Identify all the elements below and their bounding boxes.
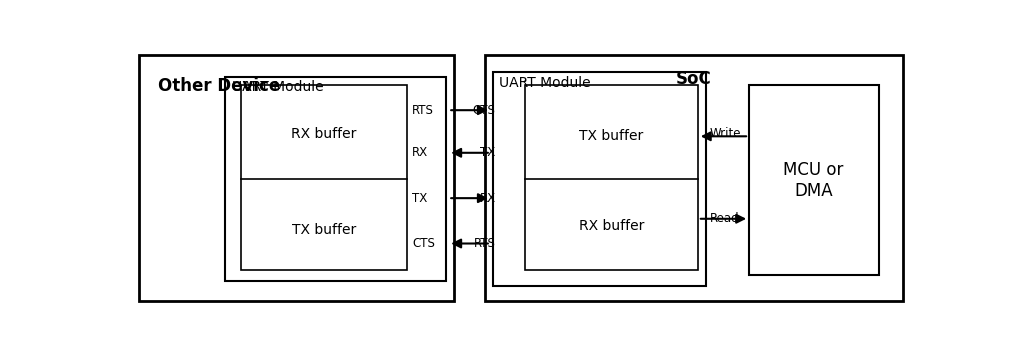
Bar xyxy=(524,85,698,270)
Text: UART Module: UART Module xyxy=(232,80,323,94)
Bar xyxy=(139,55,454,301)
Bar xyxy=(241,85,406,270)
Text: TX: TX xyxy=(481,146,496,159)
Bar xyxy=(749,85,879,275)
Bar xyxy=(493,72,706,286)
Bar xyxy=(486,55,902,301)
Text: TX buffer: TX buffer xyxy=(292,223,356,237)
Text: RTS: RTS xyxy=(412,104,434,117)
Text: UART Module: UART Module xyxy=(500,76,591,90)
Text: RX: RX xyxy=(412,146,428,159)
Text: TX: TX xyxy=(412,192,428,205)
Text: RX buffer: RX buffer xyxy=(292,126,357,141)
Text: MCU or
DMA: MCU or DMA xyxy=(783,161,844,200)
Text: RX buffer: RX buffer xyxy=(578,218,644,233)
Text: Read: Read xyxy=(709,212,740,225)
Text: SoC: SoC xyxy=(676,70,712,88)
Text: TX buffer: TX buffer xyxy=(579,129,643,143)
Text: RTS: RTS xyxy=(473,237,496,250)
Text: CTS: CTS xyxy=(472,104,496,117)
Text: CTS: CTS xyxy=(412,237,435,250)
Text: RX: RX xyxy=(480,192,496,205)
Bar xyxy=(226,77,446,281)
Text: Other Device: Other Device xyxy=(158,77,280,95)
Text: Write: Write xyxy=(709,127,742,140)
